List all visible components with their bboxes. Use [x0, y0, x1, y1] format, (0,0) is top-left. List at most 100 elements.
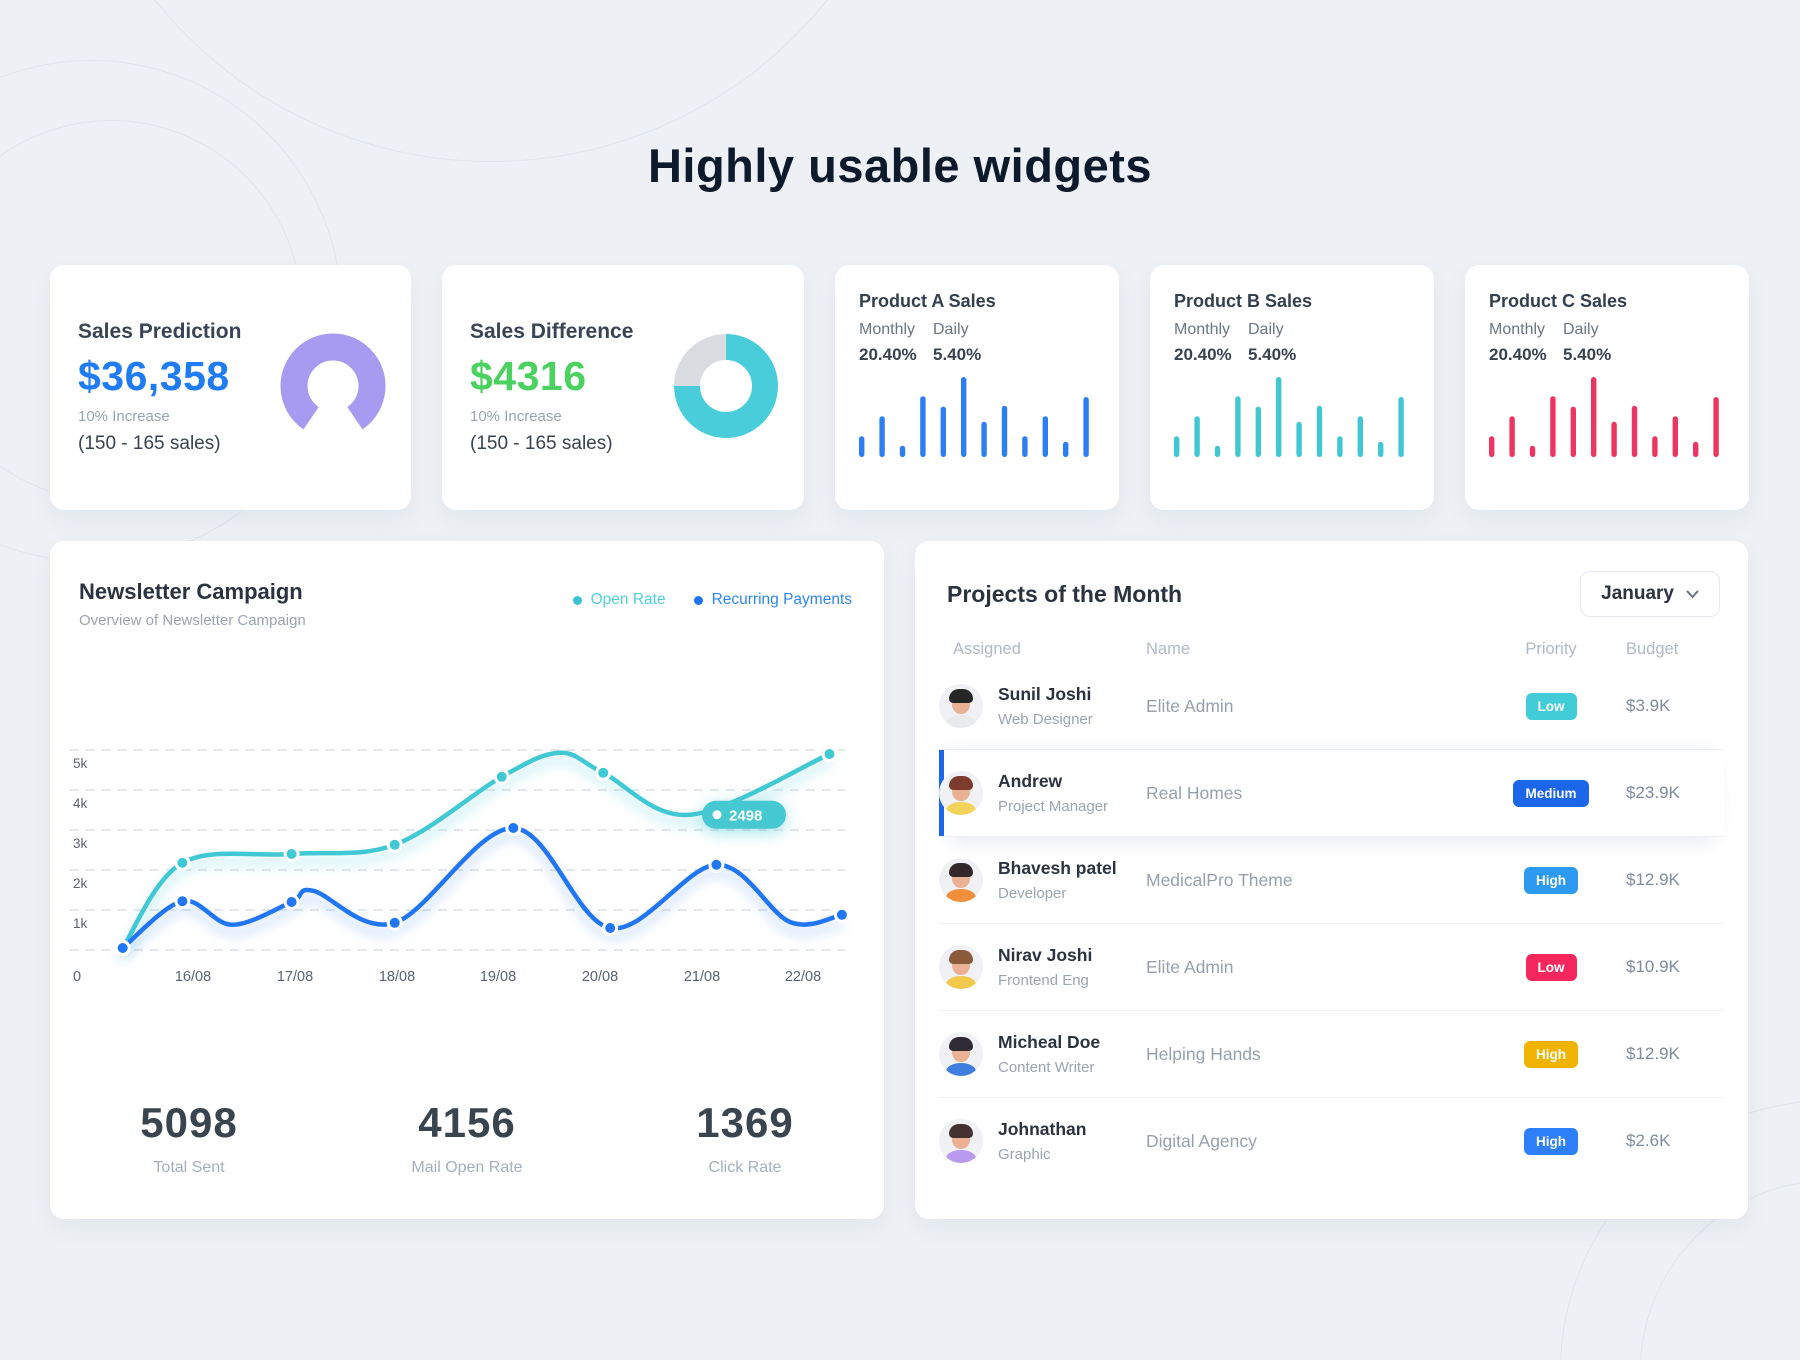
product-sales-card: Product C Sales Monthly Daily 20.40% 5.4… [1465, 265, 1749, 510]
product-bars-chart [1489, 377, 1719, 457]
data-point-marker [386, 914, 403, 931]
product-sales-card: Product A Sales Monthly Daily 20.40% 5.4… [835, 265, 1119, 510]
assigned-name: Micheal Doe [998, 1032, 1101, 1052]
column-header-assigned: Assigned [953, 639, 1021, 658]
x-axis-label: 17/08 [277, 969, 313, 985]
project-name: Helping Hands [1146, 1043, 1261, 1064]
data-point-marker [386, 836, 403, 853]
legend-dot-icon [572, 595, 582, 605]
monthly-value: 20.40% [859, 345, 917, 364]
assigned-cell: Micheal Doe Content Writer [998, 1032, 1146, 1076]
bottom-cards-row: Newsletter Campaign Overview of Newslett… [50, 541, 1748, 1219]
newsletter-title: Newsletter Campaign [79, 579, 303, 604]
product-card-title: Product B Sales [1174, 291, 1313, 311]
newsletter-stat: 4156 Mail Open Rate [328, 1099, 606, 1177]
chart-line-open-rate [120, 750, 832, 951]
stat-value: 1369 [696, 1099, 794, 1146]
data-point-marker [505, 820, 522, 836]
chart-line-recurring-payments [120, 825, 845, 951]
sales-difference-value: $4316 [470, 353, 587, 399]
priority-cell: High [1476, 1127, 1626, 1155]
project-table-row[interactable]: Micheal Doe Content Writer Helping Hands… [939, 1011, 1724, 1098]
data-point-marker [595, 764, 612, 781]
avatar-shirt [946, 889, 976, 902]
month-dropdown[interactable]: January [1580, 571, 1720, 617]
project-name: Elite Admin [1146, 956, 1234, 977]
projects-table-header: Assigned Name Priority Budget [939, 637, 1724, 661]
product-bars-chart [859, 377, 1089, 457]
daily-value: 5.40% [933, 345, 982, 364]
tooltip-value: 2498 [729, 807, 762, 824]
daily-label: Daily [1248, 321, 1284, 338]
gauge-arc [280, 333, 386, 439]
stat-value: 4156 [418, 1099, 516, 1146]
project-table-row[interactable]: Johnathan Graphic Digital Agency High $2… [939, 1098, 1724, 1184]
avatar-shirt [946, 802, 976, 815]
top-cards-row: Sales Prediction $36,358 10% Increase (1… [50, 265, 1749, 510]
newsletter-stat: 5098 Total Sent [50, 1099, 328, 1177]
y-axis-label: 5k [73, 756, 88, 771]
x-axis-label: 20/08 [582, 969, 618, 985]
avatar [939, 858, 983, 902]
assigned-name: Nirav Joshi [998, 945, 1093, 965]
project-table-row[interactable]: Sunil Joshi Web Designer Elite Admin Low… [939, 663, 1724, 750]
avatar-cell [939, 858, 998, 902]
project-table-row[interactable]: Bhavesh patel Developer MedicalPro Theme… [939, 837, 1724, 924]
priority-cell: High [1476, 1040, 1626, 1068]
x-axis-label: 0 [73, 969, 81, 985]
budget-value: $12.9K [1626, 870, 1680, 889]
assigned-name: Bhavesh patel [998, 858, 1117, 878]
avatar-shirt [946, 715, 976, 728]
avatar-hair [949, 1124, 973, 1138]
data-point-marker [708, 856, 725, 873]
avatar [939, 684, 983, 728]
legend-item-recurring-payments[interactable]: Recurring Payments [693, 591, 852, 609]
sales-prediction-value: $36,358 [78, 353, 230, 399]
assigned-cell: Andrew Project Manager [998, 771, 1146, 815]
sales-difference-card: Sales Difference $4316 10% Increase (150… [442, 265, 804, 510]
avatar-cell [939, 1032, 998, 1076]
daily-label: Daily [1563, 321, 1599, 338]
column-header-budget: Budget [1626, 639, 1679, 658]
project-table-row[interactable]: Andrew Project Manager Real Homes Medium… [939, 750, 1724, 837]
newsletter-campaign-card: Newsletter Campaign Overview of Newslett… [50, 541, 884, 1219]
sales-difference-subtitle: 10% Increase [470, 408, 562, 425]
priority-badge: Low [1525, 692, 1577, 720]
priority-badge: Low [1525, 953, 1577, 981]
tooltip-dot-icon [712, 810, 722, 820]
x-axis-label: 21/08 [684, 969, 720, 985]
newsletter-subtitle: Overview of Newsletter Campaign [79, 612, 306, 629]
page-title: Highly usable widgets [647, 139, 1153, 192]
avatar-cell [939, 684, 998, 728]
project-table-row[interactable]: Nirav Joshi Frontend Eng Elite Admin Low… [939, 924, 1724, 1011]
assigned-cell: Johnathan Graphic [998, 1119, 1146, 1163]
stat-value: 5098 [140, 1099, 238, 1146]
budget-value: $10.9K [1626, 957, 1680, 976]
sales-prediction-title: Sales Prediction [78, 320, 242, 343]
data-point-marker [174, 893, 191, 910]
x-axis-label: 19/08 [480, 969, 516, 985]
project-name: Real Homes [1146, 782, 1243, 803]
y-axis-label: 2k [73, 876, 88, 891]
budget-value: $2.6K [1626, 1131, 1671, 1150]
priority-badge: High [1524, 1040, 1578, 1068]
product-card-title: Product C Sales [1489, 291, 1628, 311]
legend-item-open-rate[interactable]: Open Rate [572, 591, 666, 609]
budget-value: $12.9K [1626, 1044, 1680, 1063]
x-axis-label: 18/08 [379, 969, 415, 985]
avatar [939, 945, 983, 989]
newsletter-line-chart: 5k 4k 3k 2k 1k 0 16/08 17/08 18/08 19/08 20/08 21/0… [70, 746, 850, 985]
chevron-down-icon [1686, 590, 1699, 598]
legend-label: Recurring Payments [711, 591, 852, 608]
assigned-role: Frontend Eng [998, 972, 1089, 989]
sales-difference-range: (150 - 165 sales) [470, 433, 613, 454]
data-point-marker [283, 846, 300, 862]
sales-prediction-subtitle: 10% Increase [78, 408, 170, 425]
project-name: Digital Agency [1146, 1130, 1257, 1151]
data-point-marker [833, 906, 850, 923]
avatar [939, 1032, 983, 1076]
newsletter-legend: Open Rate Recurring Payments [572, 591, 852, 609]
priority-badge: Medium [1513, 779, 1589, 807]
newsletter-stat: 1369 Click Rate [606, 1099, 884, 1177]
